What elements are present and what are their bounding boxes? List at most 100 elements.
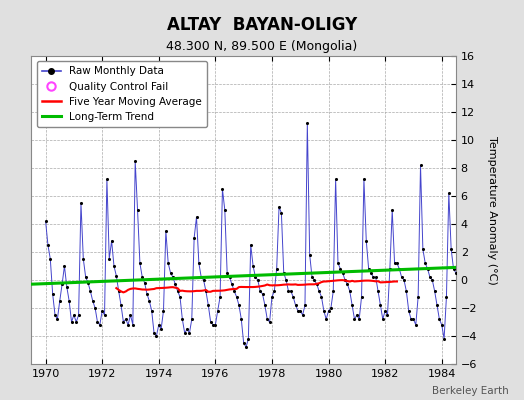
Point [107,238,116,244]
Point [197,274,205,280]
Point [133,207,141,213]
Point [388,207,396,213]
Point [79,256,88,262]
Point [239,340,248,346]
Point [305,252,314,258]
Point [86,288,94,294]
Point [357,294,366,300]
Point [185,330,193,336]
Point [345,288,354,294]
Point [419,246,427,252]
Point [209,322,217,328]
Point [258,291,267,297]
Point [96,322,104,328]
Point [405,308,413,314]
Point [41,218,50,224]
Point [178,316,187,322]
Point [315,288,323,294]
Point [157,326,165,332]
Point [164,260,172,266]
Point [343,281,352,287]
Point [433,302,441,308]
Point [376,302,385,308]
Point [200,277,208,283]
Point [277,210,286,216]
Point [126,312,135,318]
Point [296,308,304,314]
Point [43,242,52,248]
Point [428,277,436,283]
Point [423,266,432,272]
Point [362,238,370,244]
Point [103,176,111,182]
Point [301,302,309,308]
Point [303,120,312,126]
Point [147,308,156,314]
Point [225,274,234,280]
Point [176,294,184,300]
Point [324,308,333,314]
Point [398,274,406,280]
Point [435,316,444,322]
Point [299,312,307,318]
Point [223,270,232,276]
Point [183,326,191,332]
Point [326,305,335,311]
Point [244,336,253,342]
Point [381,308,389,314]
Point [105,256,114,262]
Point [272,266,281,272]
Point [221,207,229,213]
Point [173,288,182,294]
Point [454,274,462,280]
Point [192,214,201,220]
Point [136,260,144,266]
Point [355,316,363,322]
Point [452,270,460,276]
Point [400,277,408,283]
Point [456,274,465,280]
Point [152,333,161,339]
Point [268,294,276,300]
Point [171,281,179,287]
Point [291,302,300,308]
Point [117,302,125,308]
Point [249,263,257,269]
Point [414,294,422,300]
Point [294,308,302,314]
Point [112,273,121,279]
Point [447,246,455,252]
Point [369,274,377,280]
Point [155,322,163,328]
Point [188,316,196,322]
Point [51,312,59,318]
Point [74,312,83,318]
Point [72,319,80,325]
Point [287,288,295,294]
Point [402,288,411,294]
Point [213,308,222,314]
Point [119,319,128,325]
Point [232,294,241,300]
Point [237,316,246,322]
Point [67,319,75,325]
Point [180,330,189,336]
Point [372,274,380,280]
Point [265,319,274,325]
Point [202,288,210,294]
Point [53,316,62,322]
Point [93,319,102,325]
Point [122,316,130,322]
Point [77,200,85,206]
Point [353,312,361,318]
Point [263,316,271,322]
Point [169,274,177,280]
Point [98,308,106,314]
Point [383,312,391,318]
Point [143,291,151,297]
Text: 48.300 N, 89.500 E (Mongolia): 48.300 N, 89.500 E (Mongolia) [167,40,357,53]
Point [322,316,331,322]
Point [386,266,394,272]
Point [409,316,418,322]
Point [48,291,57,297]
